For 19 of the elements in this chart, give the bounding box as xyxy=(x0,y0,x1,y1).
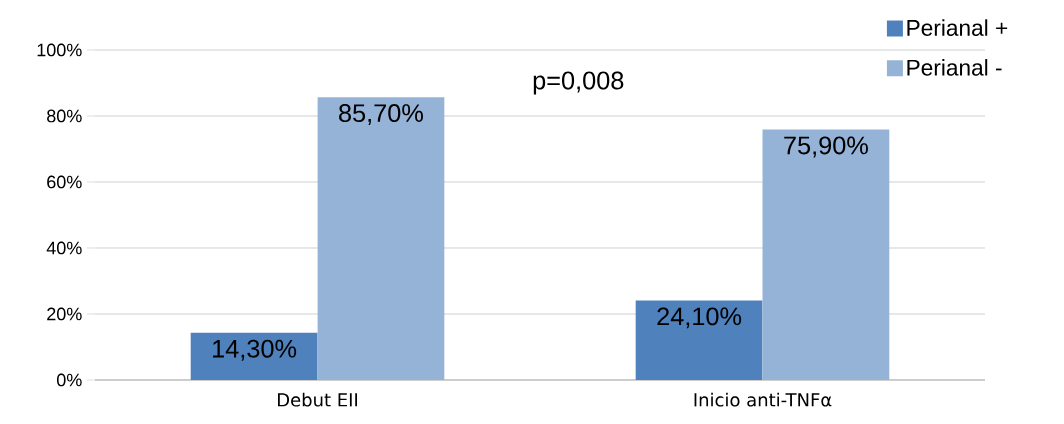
bar xyxy=(317,97,445,380)
x-tick-label: Debut EII xyxy=(278,392,357,407)
y-tick-label: 80% xyxy=(47,109,82,123)
y-tick-label: 0% xyxy=(57,373,82,387)
data-label: 24,10% xyxy=(657,307,742,329)
data-label: 75,90% xyxy=(784,136,868,158)
y-tick-label: 40% xyxy=(46,241,82,255)
y-tick-label: 100% xyxy=(37,43,82,57)
legend-label: Perianal - xyxy=(907,59,1002,76)
bar xyxy=(190,332,318,380)
data-label: 14,30% xyxy=(213,339,297,361)
y-tick-label: 20% xyxy=(47,307,82,321)
y-tick-label: 60% xyxy=(47,175,82,189)
bar xyxy=(635,300,763,380)
annotation: p=0,008 xyxy=(533,71,624,95)
data-label: 85,70% xyxy=(339,104,423,126)
bar xyxy=(762,129,890,380)
legend-label: Perianal + xyxy=(907,19,1008,36)
x-tick-label: Inicio anti-TNFα xyxy=(694,392,832,407)
